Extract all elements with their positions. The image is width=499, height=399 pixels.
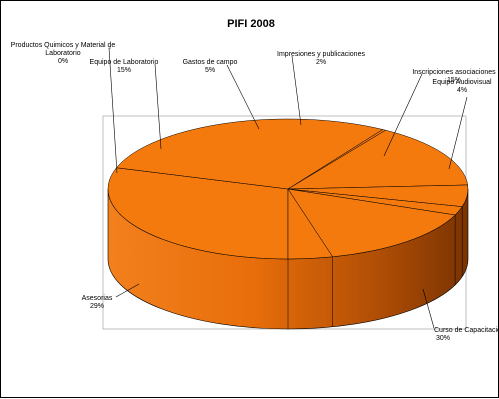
chart-title: PIFI 2008 [227, 18, 275, 30]
leader-line [422, 288, 435, 329]
slice-label: Gastos de campo 5% [183, 59, 238, 74]
leader-line [226, 64, 260, 130]
pie-slice-inscripciones-asociaciones [287, 188, 456, 258]
leader-line [154, 63, 162, 150]
slice-label: Inscripciones asociaciones 15% [412, 69, 496, 84]
slice-label: Equipo de Laboratorio 15% [90, 59, 159, 74]
leader-line [383, 73, 423, 157]
pie-slice-asesorias [116, 118, 384, 190]
leader-line [291, 55, 302, 126]
slice-label: Impresiones y publicaciones 2% [277, 51, 365, 66]
slice-label: Asesorias 29% [82, 295, 113, 310]
pie-top [107, 118, 469, 260]
leader-line [115, 283, 140, 298]
pie-slice-curso-de-capacitacion [107, 167, 289, 260]
leader-line [108, 47, 118, 174]
slice-label: Productos Quimicos y Material de Laborato… [11, 42, 116, 65]
pie-slice-equipo-de-laboratorio [287, 129, 468, 190]
slice-label: Curso de Capacitacion 30% [434, 327, 499, 342]
leader-line [448, 96, 468, 170]
slice-label: Equipo Audiovisual 4% [432, 79, 492, 94]
pie-slice-equipo-audiovisual [287, 188, 334, 260]
slice-labels: Curso de Capacitacion 30% Asesorias 29% Prod… [11, 42, 499, 342]
